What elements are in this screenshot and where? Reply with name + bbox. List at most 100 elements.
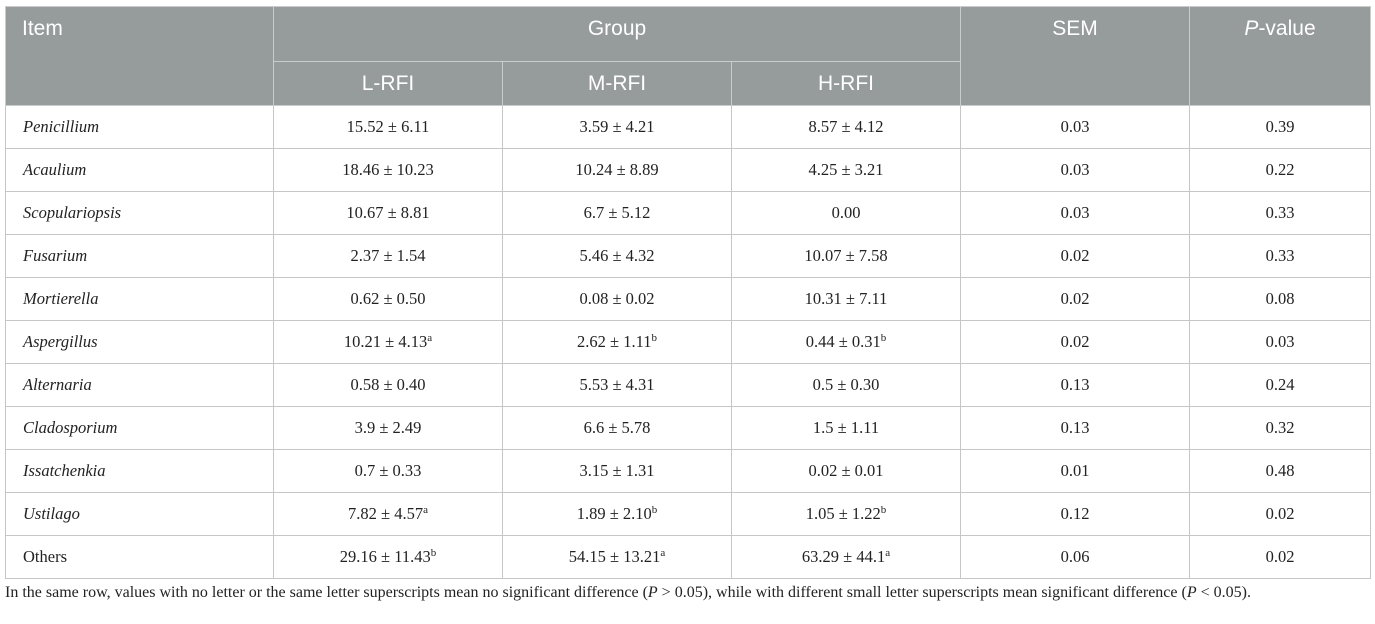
footnote-text-1: In the same row, values with no letter o… [5, 584, 648, 601]
row-sem: 0.03 [960, 105, 1191, 149]
cell-value: 29.16 ± 11.43 [339, 547, 431, 566]
row-value-l-rfi: 29.16 ± 11.43b [273, 535, 503, 579]
table-row: Acaulium 18.46 ± 10.23 10.24 ± 8.89 4.25 ± … [5, 148, 1372, 192]
cell-value: 0.44 ± 0.31 [805, 332, 881, 351]
header-pvalue-p: P [1244, 17, 1259, 40]
row-value-h-rfi: 0.02 ± 0.01 [730, 449, 962, 493]
row-value-h-rfi: 0.44 ± 0.31b [730, 320, 962, 364]
row-item-name: Issatchenkia [5, 449, 274, 493]
header-pvalue: P-value [1189, 6, 1372, 106]
cell-value: 2.62 ± 1.11 [577, 332, 652, 351]
cell-value: 54.15 ± 13.21 [568, 547, 661, 566]
row-sem: 0.01 [960, 449, 1191, 493]
row-item-name: Alternaria [5, 363, 274, 407]
cell-value: 6.6 ± 5.78 [583, 418, 651, 437]
row-sem: 0.02 [960, 320, 1191, 364]
row-pvalue: 0.22 [1189, 148, 1372, 192]
cell-value: 1.89 ± 2.10 [576, 504, 652, 523]
row-value-m-rfi: 5.46 ± 4.32 [502, 234, 732, 278]
table-row: Alternaria 0.58 ± 0.40 5.53 ± 4.31 0.5 ± 0.… [5, 363, 1372, 407]
cell-value: 2.37 ± 1.54 [350, 246, 426, 265]
cell-value: 63.29 ± 44.1 [801, 547, 886, 566]
footnote-p-2: P [1186, 584, 1197, 601]
row-value-h-rfi: 0.00 [730, 191, 962, 235]
table-header: Item Group SEM P-value L-RFI M-RFI H-RFI [5, 6, 1372, 106]
cell-value: 0.62 ± 0.50 [350, 289, 426, 308]
row-value-h-rfi: 0.5 ± 0.30 [730, 363, 962, 407]
row-item-name: Ustilago [5, 492, 274, 536]
row-value-m-rfi: 3.59 ± 4.21 [502, 105, 732, 149]
row-item-name: Scopulariopsis [5, 191, 274, 235]
row-value-m-rfi: 6.6 ± 5.78 [502, 406, 732, 450]
row-pvalue: 0.24 [1189, 363, 1372, 407]
significance-superscript: a [660, 547, 666, 559]
cell-value: 1.05 ± 1.22 [805, 504, 881, 523]
cell-value: 3.15 ± 1.31 [579, 461, 655, 480]
row-sem: 0.13 [960, 406, 1191, 450]
row-value-m-rfi: 0.08 ± 0.02 [502, 277, 732, 321]
row-item-name: Mortierella [5, 277, 274, 321]
cell-value: 18.46 ± 10.23 [342, 160, 434, 179]
table-row: Penicillium 15.52 ± 6.11 3.59 ± 4.21 8.57 ±… [5, 105, 1372, 149]
significance-superscript: b [430, 547, 437, 559]
significance-superscript: a [427, 332, 433, 344]
row-sem: 0.02 [960, 277, 1191, 321]
cell-value: 6.7 ± 5.12 [583, 203, 651, 222]
row-pvalue: 0.32 [1189, 406, 1372, 450]
row-value-l-rfi: 10.67 ± 8.81 [273, 191, 503, 235]
row-value-l-rfi: 15.52 ± 6.11 [273, 105, 503, 149]
cell-value: 0.00 [831, 203, 861, 222]
row-value-l-rfi: 0.58 ± 0.40 [273, 363, 503, 407]
row-item-name: Others [5, 535, 274, 579]
row-value-m-rfi: 1.89 ± 2.10b [502, 492, 732, 536]
row-pvalue: 0.48 [1189, 449, 1372, 493]
row-value-m-rfi: 3.15 ± 1.31 [502, 449, 732, 493]
header-group-h-rfi: H-RFI [730, 61, 962, 106]
cell-value: 10.31 ± 7.11 [804, 289, 888, 308]
row-value-h-rfi: 4.25 ± 3.21 [730, 148, 962, 192]
header-item: Item [5, 6, 274, 106]
header-group-l-rfi: L-RFI [273, 61, 503, 106]
row-value-l-rfi: 10.21 ± 4.13a [273, 320, 503, 364]
cell-value: 0.5 ± 0.30 [812, 375, 880, 394]
row-sem: 0.12 [960, 492, 1191, 536]
cell-value: 3.9 ± 2.49 [354, 418, 422, 437]
row-value-l-rfi: 0.7 ± 0.33 [273, 449, 503, 493]
table-footnote: In the same row, values with no letter o… [5, 582, 1370, 604]
table-row: Fusarium 2.37 ± 1.54 5.46 ± 4.32 10.07 ± 7.… [5, 234, 1372, 278]
header-group: Group [272, 6, 962, 62]
row-sem: 0.02 [960, 234, 1191, 278]
header-sem: SEM [960, 6, 1191, 106]
cell-value: 0.7 ± 0.33 [354, 461, 422, 480]
table-row: Cladosporium 3.9 ± 2.49 6.6 ± 5.78 1.5 ± 1.… [5, 406, 1372, 450]
cell-value: 8.57 ± 4.12 [808, 117, 884, 136]
row-item-name: Aspergillus [5, 320, 274, 364]
row-pvalue: 0.33 [1189, 234, 1372, 278]
data-table: Item Group SEM P-value L-RFI M-RFI H-RFI… [5, 6, 1372, 579]
row-value-l-rfi: 0.62 ± 0.50 [273, 277, 503, 321]
table-row: Aspergillus 10.21 ± 4.13a 2.62 ± 1.11b 0.44… [5, 320, 1372, 364]
significance-superscript: b [880, 504, 887, 516]
cell-value: 0.02 ± 0.01 [808, 461, 884, 480]
cell-value: 0.58 ± 0.40 [350, 375, 426, 394]
header-group-m-rfi: M-RFI [502, 61, 732, 106]
cell-value: 3.59 ± 4.21 [579, 117, 655, 136]
header-pvalue-suffix: -value [1258, 17, 1316, 40]
row-item-name: Fusarium [5, 234, 274, 278]
cell-value: 0.08 ± 0.02 [579, 289, 655, 308]
cell-value: 5.46 ± 4.32 [579, 246, 655, 265]
table-row: Ustilago 7.82 ± 4.57a 1.89 ± 2.10b 1.05 ± 1… [5, 492, 1372, 536]
significance-superscript: b [880, 332, 887, 344]
cell-value: 5.53 ± 4.31 [579, 375, 655, 394]
cell-value: 1.5 ± 1.11 [812, 418, 880, 437]
table-row: Scopulariopsis 10.67 ± 8.81 6.7 ± 5.12 0.00… [5, 191, 1372, 235]
row-value-h-rfi: 63.29 ± 44.1a [730, 535, 962, 579]
row-value-h-rfi: 10.31 ± 7.11 [730, 277, 962, 321]
row-value-l-rfi: 7.82 ± 4.57a [273, 492, 503, 536]
row-item-name: Acaulium [5, 148, 274, 192]
row-value-m-rfi: 54.15 ± 13.21a [502, 535, 732, 579]
cell-value: 10.21 ± 4.13 [343, 332, 428, 351]
row-sem: 0.03 [960, 148, 1191, 192]
cell-value: 7.82 ± 4.57 [348, 504, 424, 523]
row-value-h-rfi: 1.5 ± 1.11 [730, 406, 962, 450]
